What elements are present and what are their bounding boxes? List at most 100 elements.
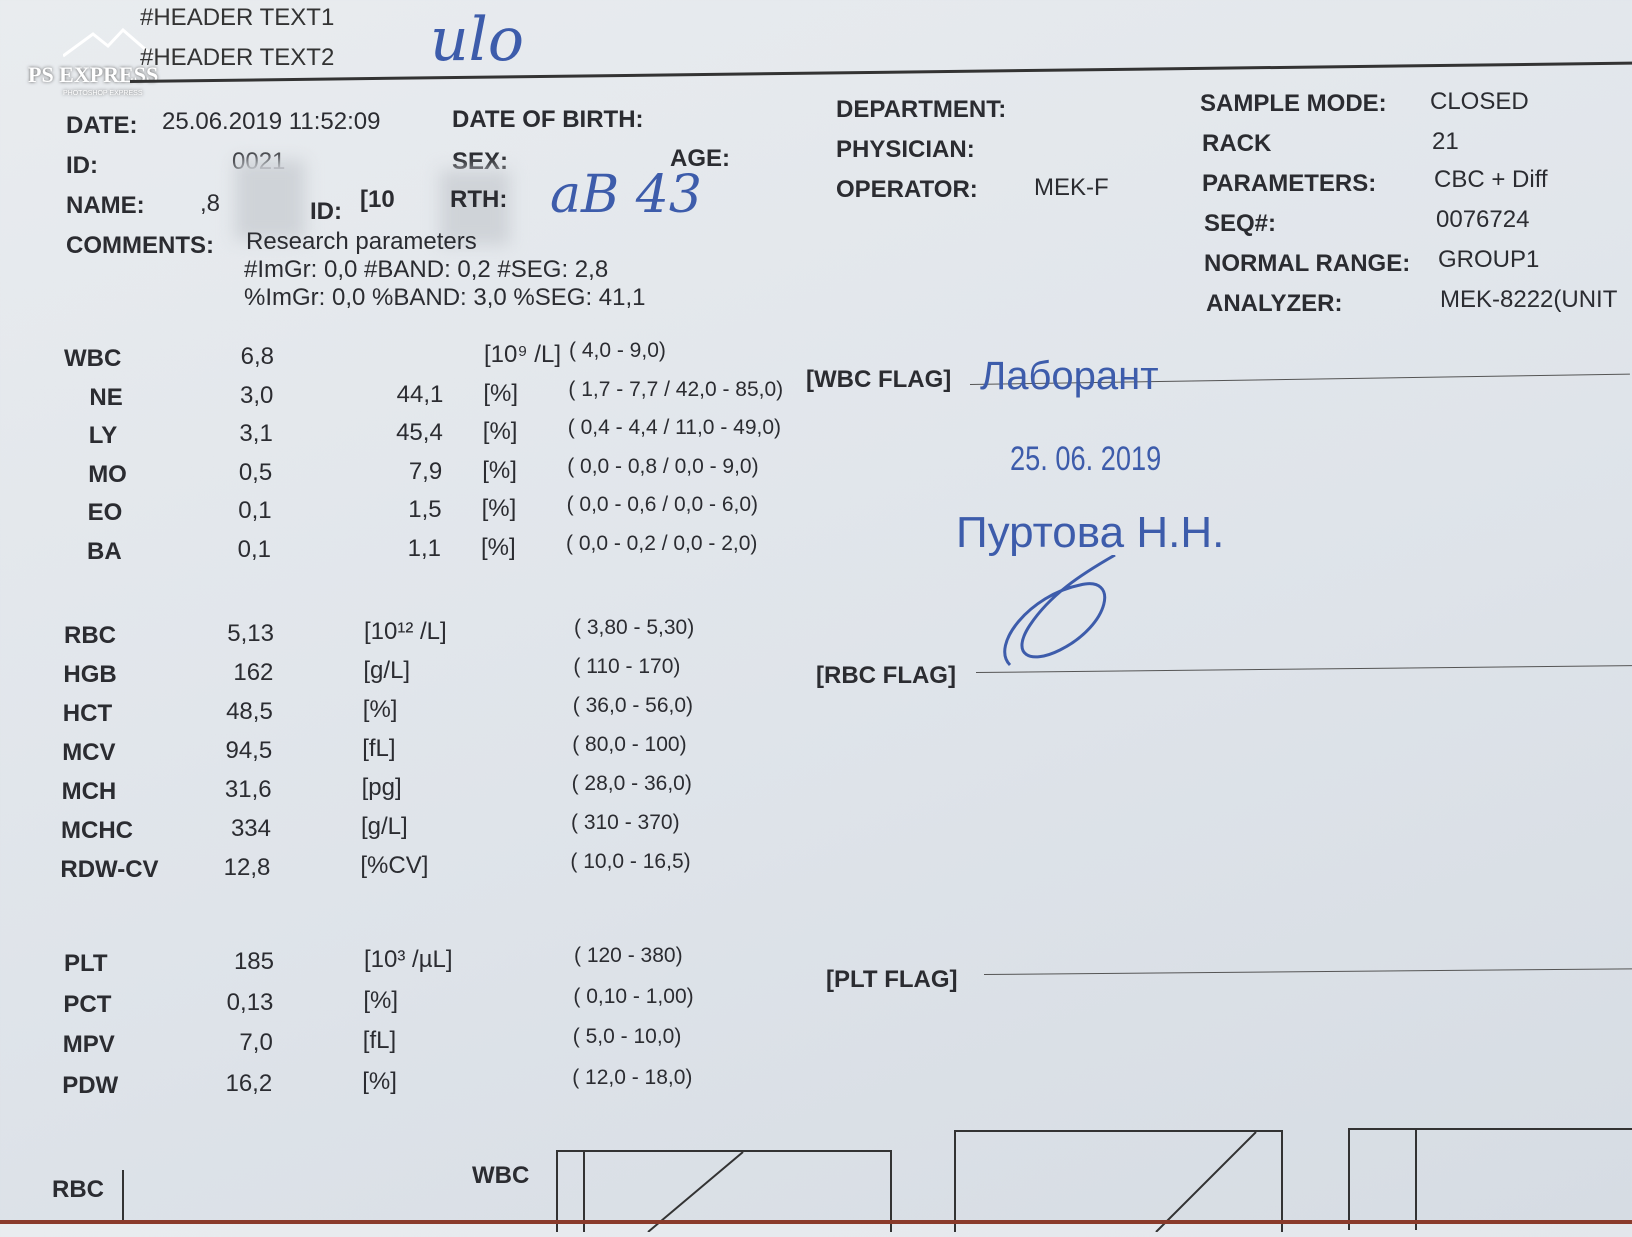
operator-value: MEK-F	[1034, 174, 1109, 201]
mountain-icon	[63, 28, 154, 58]
watermark-brand: PS EXPRESS	[28, 62, 159, 87]
comments-value: Research parameters	[246, 228, 477, 255]
result-unit: [%CV]	[360, 852, 429, 879]
comment-line-3: %ImGr: 0,0 %BAND: 3,0 %SEG: 41,1	[244, 284, 646, 311]
plt-flag-line	[983, 968, 1632, 975]
stamp-name: Пуртова Н.Н.	[956, 508, 1225, 557]
result-name: PDW	[62, 1071, 119, 1099]
name-label: NAME:	[66, 192, 145, 219]
result-value: 6,8	[240, 343, 274, 370]
result-range: ( 36,0 - 56,0)	[572, 694, 694, 717]
result-name: HCT	[62, 700, 113, 727]
result-name: MO	[88, 460, 127, 488]
rack-value: 21	[1432, 128, 1459, 155]
sample-mode-value: CLOSED	[1430, 88, 1529, 115]
dob-blur	[440, 170, 510, 245]
result-unit: [pg]	[361, 774, 402, 801]
result-name: HGB	[63, 661, 117, 688]
result-value: 48,5	[226, 698, 273, 725]
result-name: RBC	[64, 622, 116, 649]
result-name: MPV	[62, 1031, 115, 1058]
comments-label: COMMENTS:	[66, 232, 214, 259]
department-label: DEPARTMENT:	[836, 96, 1007, 123]
result-value: 3,0	[240, 381, 274, 409]
seq-label: SEQ#:	[1204, 210, 1277, 237]
result-unit: [%]	[482, 456, 517, 484]
signature	[1003, 555, 1116, 667]
result-name: MCV	[62, 739, 116, 766]
birth-label: RTH:	[450, 186, 508, 213]
result-range: ( 12,0 - 18,0)	[572, 1065, 693, 1089]
result-unit: [10³ /µL]	[364, 946, 453, 973]
id2-value: [10	[360, 186, 395, 213]
handwritten-age: aB 43	[550, 165, 702, 225]
comment-line-2: #ImGr: 0,0 #BAND: 0,2 #SEG: 2,8	[244, 256, 609, 283]
header-rule	[129, 61, 1632, 83]
result-unit: [10⁹ /L]	[484, 341, 561, 368]
result-pct: 1,5	[408, 496, 442, 523]
id2-label: ID:	[310, 198, 342, 225]
seq-value: 0076724	[1436, 206, 1530, 233]
result-unit: [10¹² /L]	[364, 618, 447, 645]
result-range: ( 0,0 - 0,2 / 0,0 - 2,0)	[566, 531, 758, 555]
result-name: NE	[89, 383, 123, 411]
result-unit: [g/L]	[361, 813, 408, 840]
result-name: MCHC	[61, 817, 133, 844]
parameters-label: PARAMETERS:	[1202, 170, 1377, 197]
result-value: 0,5	[238, 458, 273, 486]
result-unit: [%]	[483, 379, 519, 407]
result-pct: 45,4	[396, 419, 443, 446]
result-value: 7,0	[239, 1029, 273, 1056]
analyzer-label: ANALYZER:	[1206, 290, 1343, 317]
result-range: ( 10,0 - 16,5)	[570, 850, 691, 873]
result-value: 334	[230, 815, 271, 842]
result-value: 0,13	[226, 988, 274, 1016]
result-value: 162	[233, 659, 274, 686]
result-unit: [%]	[481, 533, 516, 561]
rack-label: RACK	[1202, 130, 1272, 157]
result-range: ( 3,80 - 5,30)	[574, 616, 695, 639]
rbc-histogram-axis	[122, 1170, 124, 1224]
result-pct: 44,1	[396, 380, 444, 408]
result-name: WBC	[64, 345, 122, 372]
sample-mode-label: SAMPLE MODE:	[1200, 90, 1387, 117]
analyzer-value: MEK-8222(UNIT	[1440, 286, 1618, 313]
scatter-plot-2	[954, 1130, 1283, 1233]
wbc-flag-label: [WBC FLAG]	[806, 366, 952, 393]
result-range: ( 310 - 370)	[571, 811, 680, 834]
watermark-sub: PHOTOSHOP EXPRESS	[63, 90, 143, 97]
physician-label: PHYSICIAN:	[836, 136, 975, 163]
date-value: 25.06.2019 11:52:09	[162, 108, 381, 135]
dob-label: DATE OF BIRTH:	[452, 106, 644, 133]
result-value: 185	[233, 948, 274, 975]
result-value: 5,13	[227, 620, 274, 647]
plt-flag-label: [PLT FLAG]	[826, 966, 958, 993]
normal-range-value: GROUP1	[1438, 246, 1540, 273]
result-range: ( 0,10 - 1,00)	[573, 984, 694, 1008]
result-unit: [%]	[362, 1067, 397, 1095]
result-name: PLT	[64, 950, 108, 977]
result-unit: [%]	[362, 696, 398, 723]
result-value: 16,2	[225, 1069, 273, 1097]
name-blur	[235, 160, 305, 240]
result-unit: [fL]	[362, 1027, 397, 1054]
normal-range-label: NORMAL RANGE:	[1204, 250, 1411, 277]
result-name: PCT	[63, 990, 112, 1018]
wbc-scatter-plot	[556, 1150, 892, 1233]
result-range: ( 28,0 - 36,0)	[571, 772, 692, 795]
result-unit: [%]	[363, 986, 399, 1014]
table-edge	[0, 1220, 1632, 1224]
parameters-value: CBC + Diff	[1434, 166, 1548, 193]
result-range: ( 80,0 - 100)	[572, 733, 687, 756]
result-unit: [%]	[481, 495, 517, 522]
date-label: DATE:	[66, 112, 138, 139]
result-name: MCH	[61, 778, 117, 805]
result-range: ( 0,0 - 0,6 / 0,0 - 6,0)	[566, 493, 759, 516]
result-range: ( 5,0 - 10,0)	[572, 1025, 682, 1048]
result-value: 94,5	[225, 737, 273, 764]
result-value: 0,1	[237, 535, 271, 563]
stamp-title: Лаборант	[980, 354, 1159, 398]
result-pct: 7,9	[408, 457, 443, 485]
operator-label: OPERATOR:	[836, 176, 978, 203]
handwritten-mark: ulo	[430, 5, 524, 75]
